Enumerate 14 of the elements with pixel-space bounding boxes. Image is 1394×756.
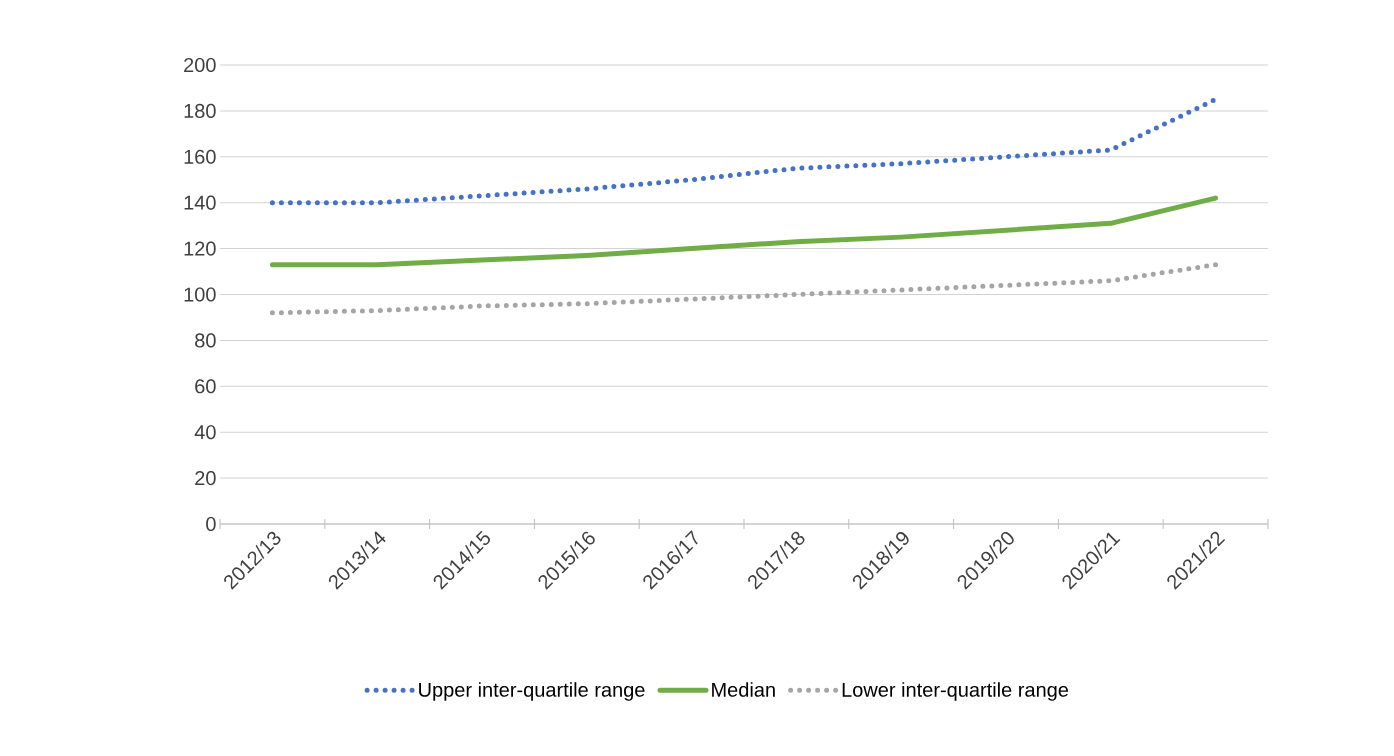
y-tick-label: 20 [195,471,216,486]
y-tick-label: 200 [184,57,216,73]
legend-label: Lower inter-quartile range [842,682,1069,701]
y-tick-label: 80 [195,333,216,348]
legend-label: Upper inter-quartile range [419,682,645,701]
y-tick-label: 120 [184,241,216,256]
y-tick-label: 100 [184,287,216,302]
y-tick-label: 40 [194,425,216,440]
y-tick-label: 160 [184,149,216,164]
y-tick-label: 140 [184,195,216,210]
y-tick-label: 180 [184,103,216,118]
y-tick-label: 60 [195,379,216,394]
y-tick-label: 0 [206,516,216,532]
legend-label: Median [712,682,775,697]
